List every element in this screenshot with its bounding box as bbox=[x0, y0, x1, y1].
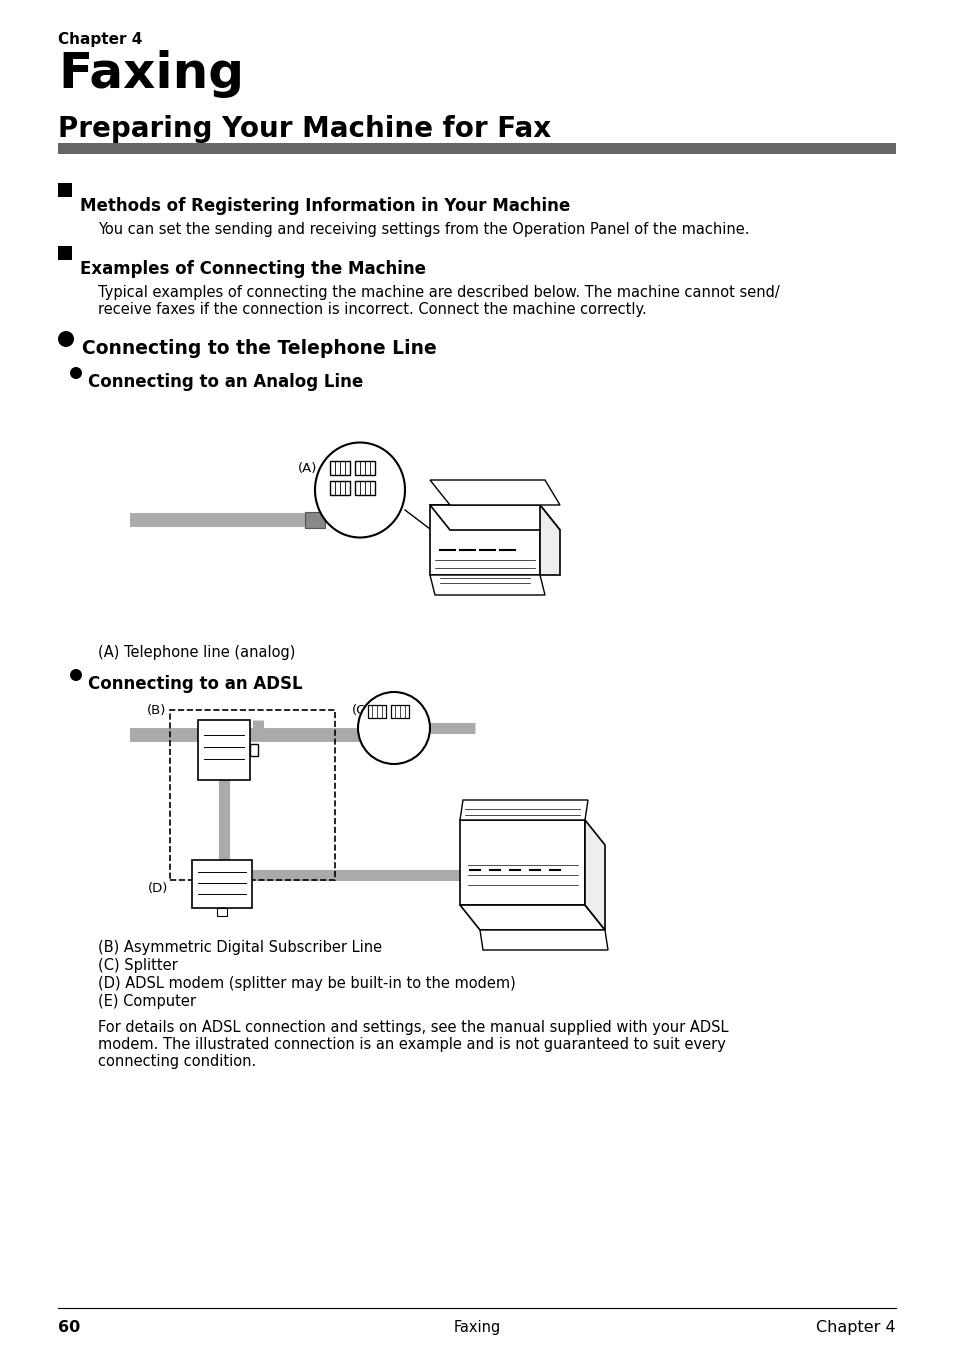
Circle shape bbox=[70, 669, 82, 681]
Text: modem. The illustrated connection is an example and is not guaranteed to suit ev: modem. The illustrated connection is an … bbox=[98, 1037, 725, 1052]
Text: (B): (B) bbox=[147, 704, 166, 717]
Bar bbox=[58, 183, 71, 197]
Polygon shape bbox=[430, 575, 544, 595]
Bar bbox=[198, 721, 250, 780]
Text: receive faxes if the connection is incorrect. Connect the machine correctly.: receive faxes if the connection is incor… bbox=[98, 301, 646, 316]
Bar bbox=[250, 744, 257, 756]
Text: Connecting to the Telephone Line: Connecting to the Telephone Line bbox=[82, 339, 436, 358]
Text: (B) Asymmetric Digital Subscriber Line: (B) Asymmetric Digital Subscriber Line bbox=[98, 940, 382, 955]
Polygon shape bbox=[584, 821, 604, 930]
Text: Faxing: Faxing bbox=[58, 50, 244, 97]
Polygon shape bbox=[479, 930, 607, 950]
Bar bbox=[305, 512, 325, 529]
Text: Faxing: Faxing bbox=[453, 1320, 500, 1334]
Bar bbox=[170, 710, 335, 880]
Bar bbox=[216, 909, 227, 917]
Text: Typical examples of connecting the machine are described below. The machine cann: Typical examples of connecting the machi… bbox=[98, 285, 779, 300]
Text: Preparing Your Machine for Fax: Preparing Your Machine for Fax bbox=[58, 115, 551, 143]
Text: Connecting to an Analog Line: Connecting to an Analog Line bbox=[88, 373, 363, 391]
Text: Chapter 4: Chapter 4 bbox=[58, 32, 142, 47]
Text: You can set the sending and receiving settings from the Operation Panel of the m: You can set the sending and receiving se… bbox=[98, 222, 749, 237]
Bar bbox=[355, 481, 375, 495]
Circle shape bbox=[70, 366, 82, 379]
Polygon shape bbox=[459, 800, 587, 821]
Text: (C): (C) bbox=[352, 704, 371, 717]
Bar bbox=[459, 821, 584, 904]
Text: (C) Splitter: (C) Splitter bbox=[98, 959, 177, 973]
Bar bbox=[368, 704, 386, 718]
Bar bbox=[430, 506, 539, 575]
Text: (A): (A) bbox=[297, 462, 317, 475]
Bar bbox=[58, 143, 895, 154]
Bar bbox=[365, 721, 373, 735]
Polygon shape bbox=[539, 506, 559, 575]
Text: (D) ADSL modem (splitter may be built-in to the modem): (D) ADSL modem (splitter may be built-in… bbox=[98, 976, 516, 991]
Text: Examples of Connecting the Machine: Examples of Connecting the Machine bbox=[80, 260, 426, 279]
Bar bbox=[330, 461, 350, 475]
Bar bbox=[330, 481, 350, 495]
Ellipse shape bbox=[314, 442, 405, 538]
Bar bbox=[58, 246, 71, 260]
Text: (E): (E) bbox=[558, 882, 576, 895]
Circle shape bbox=[58, 331, 74, 347]
Polygon shape bbox=[430, 506, 559, 530]
Bar bbox=[391, 704, 409, 718]
Text: For details on ADSL connection and settings, see the manual supplied with your A: For details on ADSL connection and setti… bbox=[98, 1019, 728, 1036]
Polygon shape bbox=[459, 904, 604, 930]
Text: (D): (D) bbox=[148, 882, 168, 895]
Polygon shape bbox=[430, 480, 559, 506]
Text: 60: 60 bbox=[58, 1320, 80, 1334]
Text: Methods of Registering Information in Your Machine: Methods of Registering Information in Yo… bbox=[80, 197, 570, 215]
Text: connecting condition.: connecting condition. bbox=[98, 1055, 256, 1069]
Ellipse shape bbox=[357, 692, 430, 764]
Text: (A) Telephone line (analog): (A) Telephone line (analog) bbox=[98, 645, 295, 660]
Bar bbox=[355, 461, 375, 475]
Text: Connecting to an ADSL: Connecting to an ADSL bbox=[88, 675, 302, 694]
Text: Chapter 4: Chapter 4 bbox=[816, 1320, 895, 1334]
Text: (E) Computer: (E) Computer bbox=[98, 994, 195, 1009]
Bar bbox=[192, 860, 252, 909]
